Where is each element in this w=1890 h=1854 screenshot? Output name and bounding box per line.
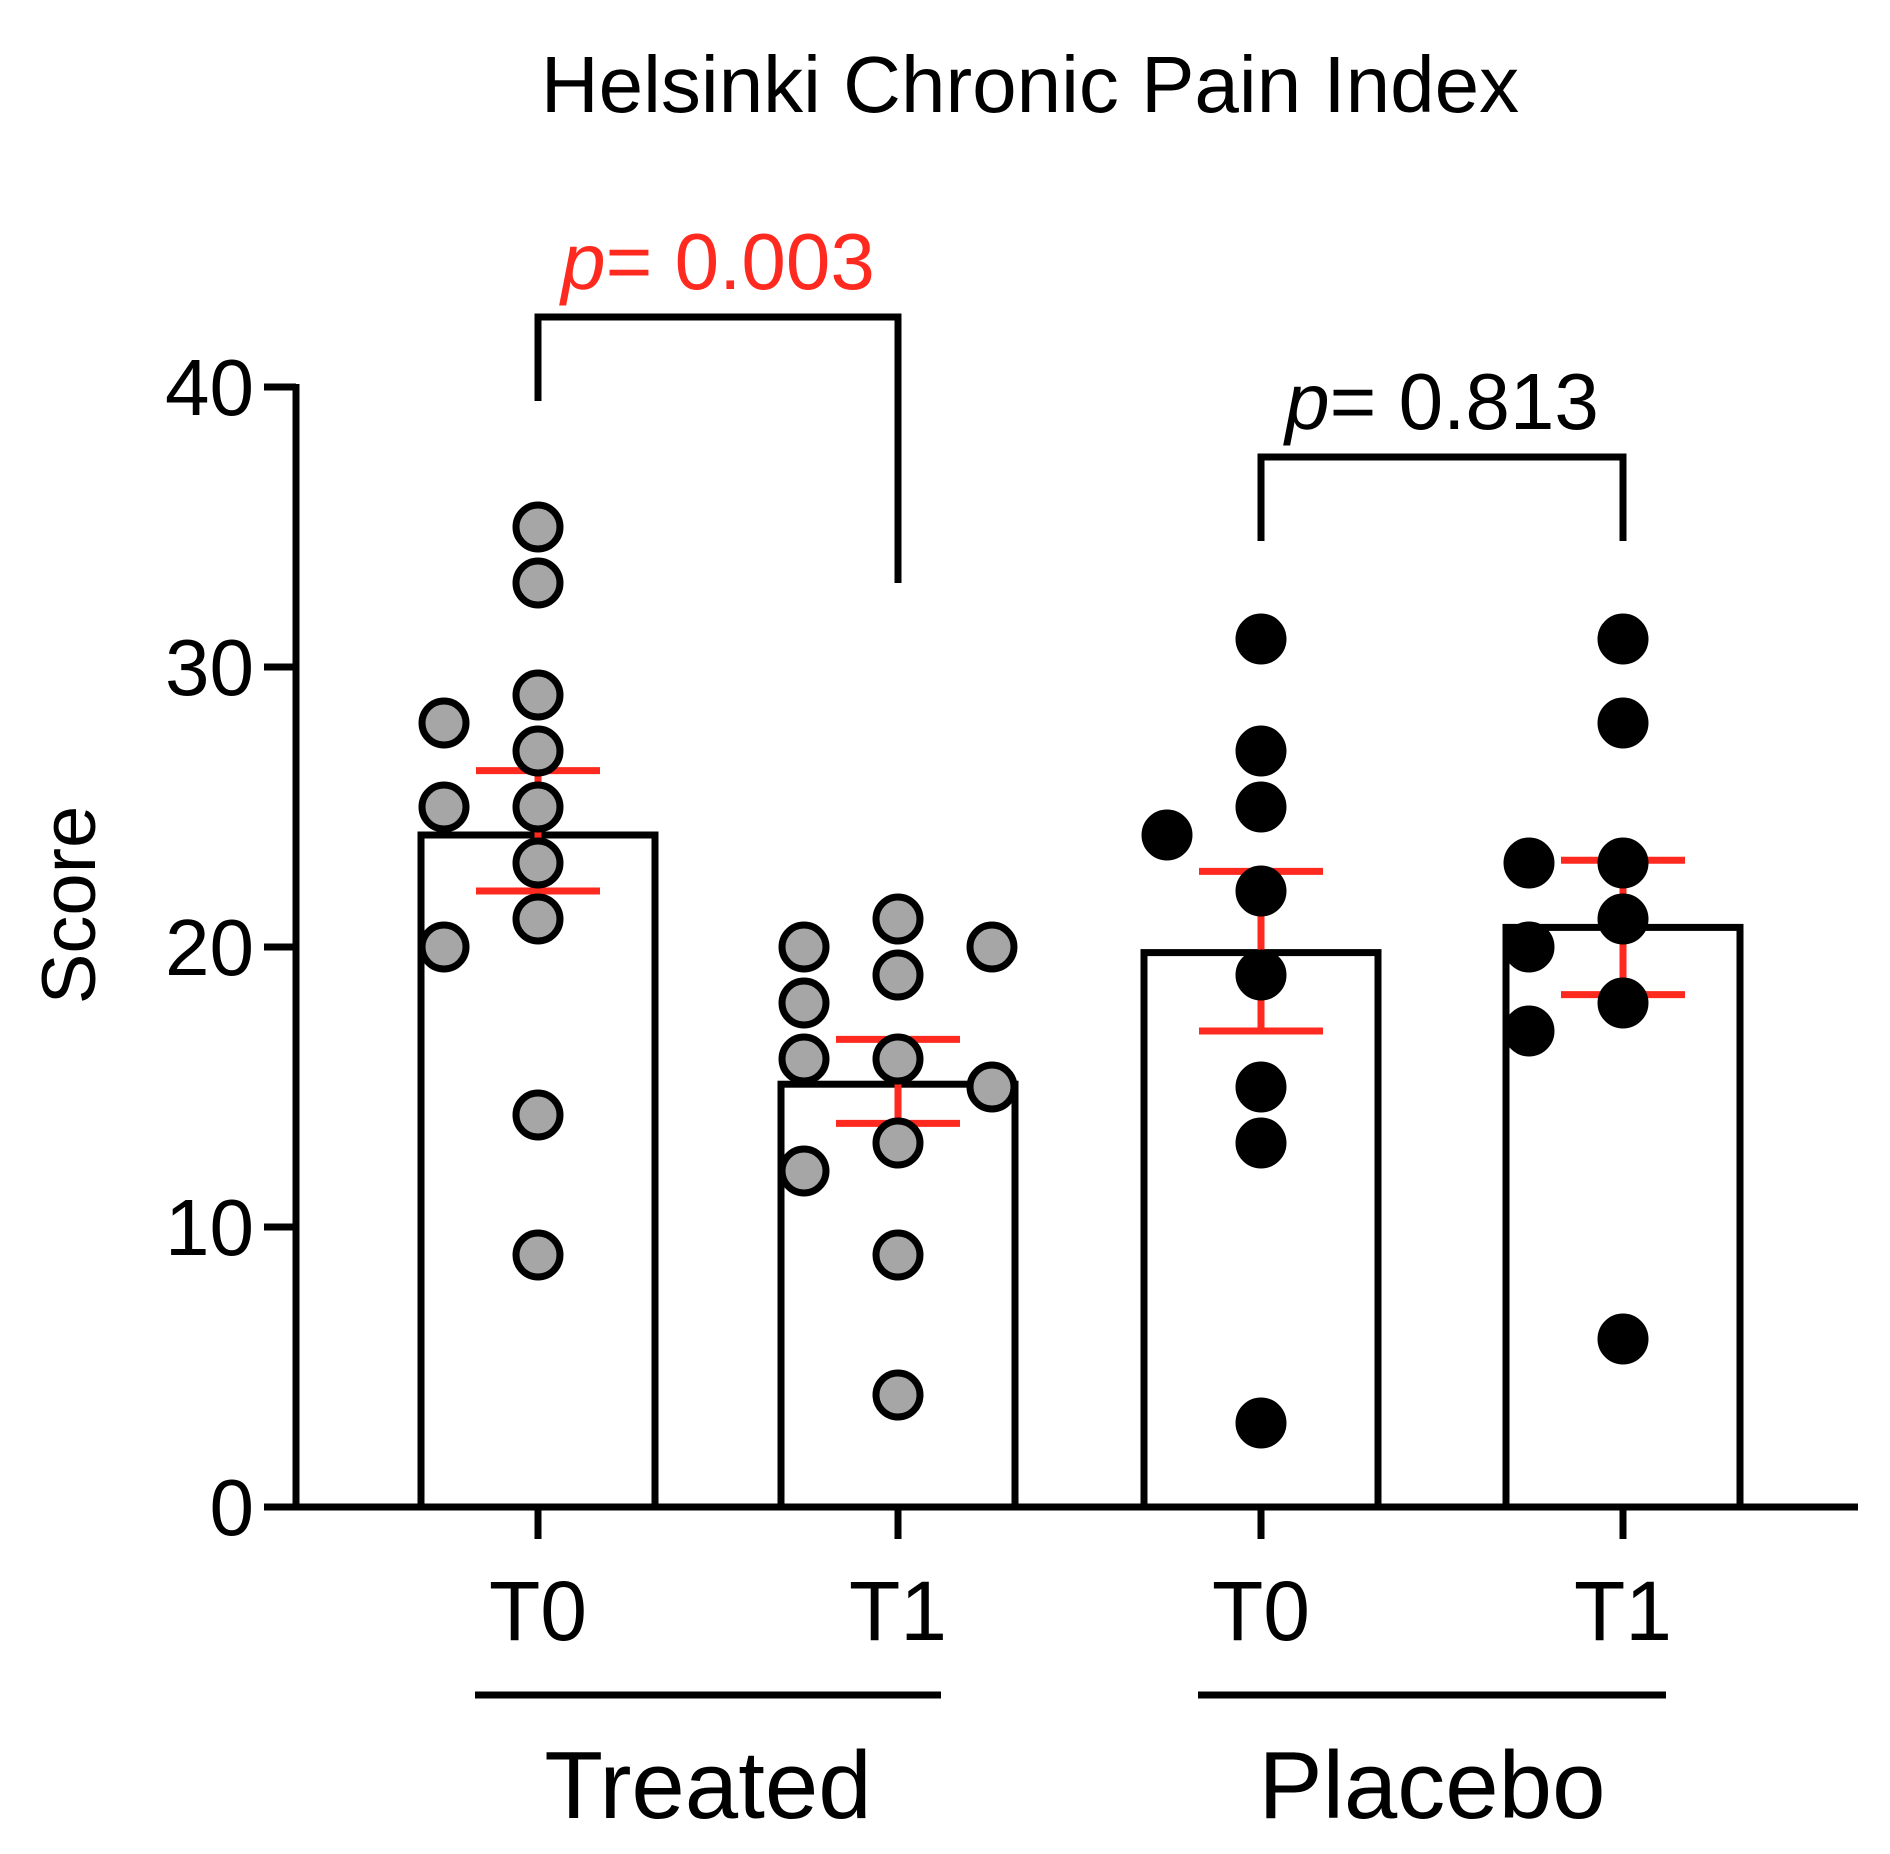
point-1-2	[966, 921, 1018, 973]
point-1-7	[966, 1061, 1018, 1113]
p-value-text: = 0.813	[1330, 357, 1599, 446]
point-0-10	[512, 1089, 564, 1141]
point-3-3	[1503, 837, 1555, 889]
x-tick-label-2: T0	[1212, 1564, 1310, 1658]
x-tick-label-1: T1	[849, 1564, 947, 1658]
comparison-bracket-1	[1257, 453, 1627, 541]
point-1-10	[872, 1229, 924, 1281]
point-1-5	[872, 1033, 924, 1085]
p-value-prefix: p	[1283, 357, 1330, 446]
point-2-2	[1235, 781, 1287, 833]
point-2-4	[1235, 865, 1287, 917]
point-3-5	[1503, 921, 1555, 973]
point-0-0	[512, 501, 564, 553]
point-3-1	[1597, 697, 1649, 749]
point-1-9	[778, 1145, 830, 1197]
point-2-7	[1235, 1117, 1287, 1169]
chart-title: Helsinki Chronic Pain Index	[541, 40, 1519, 129]
point-0-7	[512, 837, 564, 889]
point-0-3	[418, 697, 470, 749]
point-0-6	[418, 781, 470, 833]
p-value-text: = 0.003	[606, 217, 875, 306]
point-3-7	[1503, 1005, 1555, 1057]
point-1-4	[778, 977, 830, 1029]
point-1-8	[872, 1117, 924, 1169]
p-value-label-1: p= 0.813	[1283, 357, 1599, 446]
comparison-bracket-0	[534, 313, 902, 583]
axes-layer: 0 10 20 30 40 T0 T1 T0 T1	[165, 343, 1858, 1658]
point-2-6	[1235, 1061, 1287, 1113]
y-tick-label-30: 30	[165, 623, 254, 712]
x-tick-label-0: T0	[489, 1564, 587, 1658]
point-3-6	[1597, 977, 1649, 1029]
point-2-8	[1235, 1397, 1287, 1449]
point-3-8	[1597, 1313, 1649, 1365]
p-value-label-0: p= 0.003	[559, 217, 875, 306]
point-1-6	[778, 1033, 830, 1085]
point-1-1	[778, 921, 830, 973]
y-axis-label: Score	[27, 806, 112, 1005]
point-0-9	[418, 921, 470, 973]
group-label-0: Treated	[544, 1732, 871, 1839]
point-0-4	[512, 725, 564, 777]
p-value-prefix: p	[559, 217, 606, 306]
point-2-1	[1235, 725, 1287, 777]
point-0-2	[512, 669, 564, 721]
points-layer	[418, 501, 1649, 1449]
groups-layer: Treated Placebo	[475, 1691, 1666, 1839]
y-tick-label-10: 10	[165, 1183, 254, 1272]
point-1-3	[872, 949, 924, 1001]
y-tick-label-40: 40	[165, 343, 254, 432]
point-3-0	[1597, 613, 1649, 665]
point-2-3	[1141, 809, 1193, 861]
point-3-2	[1597, 837, 1649, 889]
point-1-0	[872, 893, 924, 945]
y-tick-label-20: 20	[165, 903, 254, 992]
y-tick-label-0: 0	[210, 1463, 255, 1552]
point-2-0	[1235, 613, 1287, 665]
point-0-8	[512, 893, 564, 945]
group-label-1: Placebo	[1259, 1732, 1606, 1839]
point-3-4	[1597, 893, 1649, 945]
point-0-5	[512, 781, 564, 833]
x-tick-label-3: T1	[1574, 1564, 1672, 1658]
point-1-11	[872, 1369, 924, 1421]
point-0-1	[512, 557, 564, 609]
point-2-5	[1235, 949, 1287, 1001]
point-0-11	[512, 1229, 564, 1281]
